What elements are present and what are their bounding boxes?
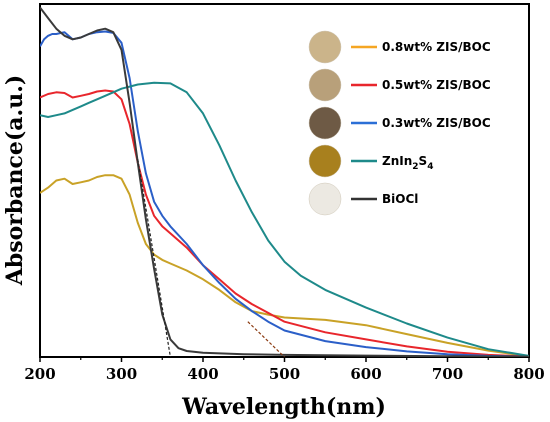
series-line-znin2s4: [40, 81, 529, 357]
x-tick-label-800: 800: [513, 365, 544, 383]
legend-label-biocl: BiOCl: [382, 192, 418, 206]
legend-swatch-znin2s4: [308, 144, 342, 178]
x-tick-label-200: 200: [24, 365, 55, 383]
series-line-biocl: [40, 6, 529, 357]
x-axis-title: Wavelength(nm): [181, 394, 386, 420]
x-tick-label-600: 600: [350, 365, 381, 383]
legend-swatch-biocl: [308, 182, 342, 216]
legend-swatch-0-8wt-zis-boc: [308, 30, 342, 64]
tangent-line-1: [137, 159, 171, 357]
series-line-0-8wt-zis-boc: [40, 174, 529, 357]
legend-label-0-3wt-zis-boc: 0.3wt% ZIS/BOC: [382, 116, 491, 130]
x-tick-label-500: 500: [269, 365, 300, 383]
series-line-0-5wt-zis-boc: [40, 89, 529, 357]
tangent-line-2: [247, 321, 285, 357]
y-axis-title: Absorbance(a.u.): [2, 75, 28, 287]
plot-frame: [39, 3, 530, 358]
series-line-0-3wt-zis-boc: [40, 30, 529, 357]
legend-label-0-8wt-zis-boc: 0.8wt% ZIS/BOC: [382, 40, 491, 54]
legend-label-0-5wt-zis-boc: 0.5wt% ZIS/BOC: [382, 78, 491, 92]
x-tick-label-700: 700: [432, 365, 463, 383]
legend-swatch-0-5wt-zis-boc: [308, 68, 342, 102]
x-tick-label-400: 400: [187, 365, 218, 383]
legend-swatch-0-3wt-zis-boc: [308, 106, 342, 140]
x-tick-label-300: 300: [106, 365, 137, 383]
legend-label-znin2s4: ZnIn2S4: [382, 154, 433, 172]
